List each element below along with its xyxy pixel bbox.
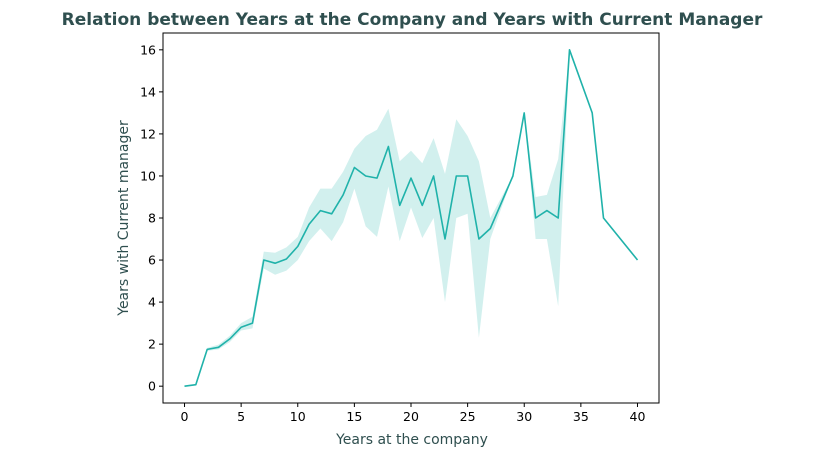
x-tick-label: 25	[460, 409, 476, 424]
x-tick-label: 10	[290, 409, 306, 424]
confidence-band	[184, 49, 638, 387]
x-axis-label: Years at the company	[335, 432, 488, 448]
y-tick-label: 16	[140, 42, 156, 57]
chart-title: Relation between Years at the Company an…	[62, 10, 763, 30]
x-tick-label: 35	[573, 409, 589, 424]
y-tick-label: 12	[140, 126, 156, 141]
x-tick-label: 15	[346, 409, 362, 424]
y-tick-label: 8	[148, 211, 156, 226]
y-tick-label: 0	[148, 379, 156, 394]
y-tick-label: 2	[148, 337, 156, 352]
y-tick-label: 14	[140, 84, 156, 99]
x-tick-label: 30	[516, 409, 532, 424]
y-tick-label: 4	[148, 295, 156, 310]
y-tick-label: 10	[140, 168, 156, 183]
axes-frame	[162, 32, 660, 404]
x-tick-label: 40	[630, 409, 646, 424]
x-tick-label: 20	[403, 409, 419, 424]
series-line	[184, 49, 639, 387]
y-axis-label: Years with Current manager	[116, 120, 132, 317]
x-axis: 0 5 10 15 20 25 30 35 40	[181, 403, 646, 424]
plot-area	[162, 32, 660, 404]
y-axis: 0 2 4 6 8 10 12 14 16	[140, 42, 163, 394]
x-tick-label: 0	[181, 409, 189, 424]
y-tick-label: 6	[148, 253, 156, 268]
x-tick-label: 5	[237, 409, 245, 424]
